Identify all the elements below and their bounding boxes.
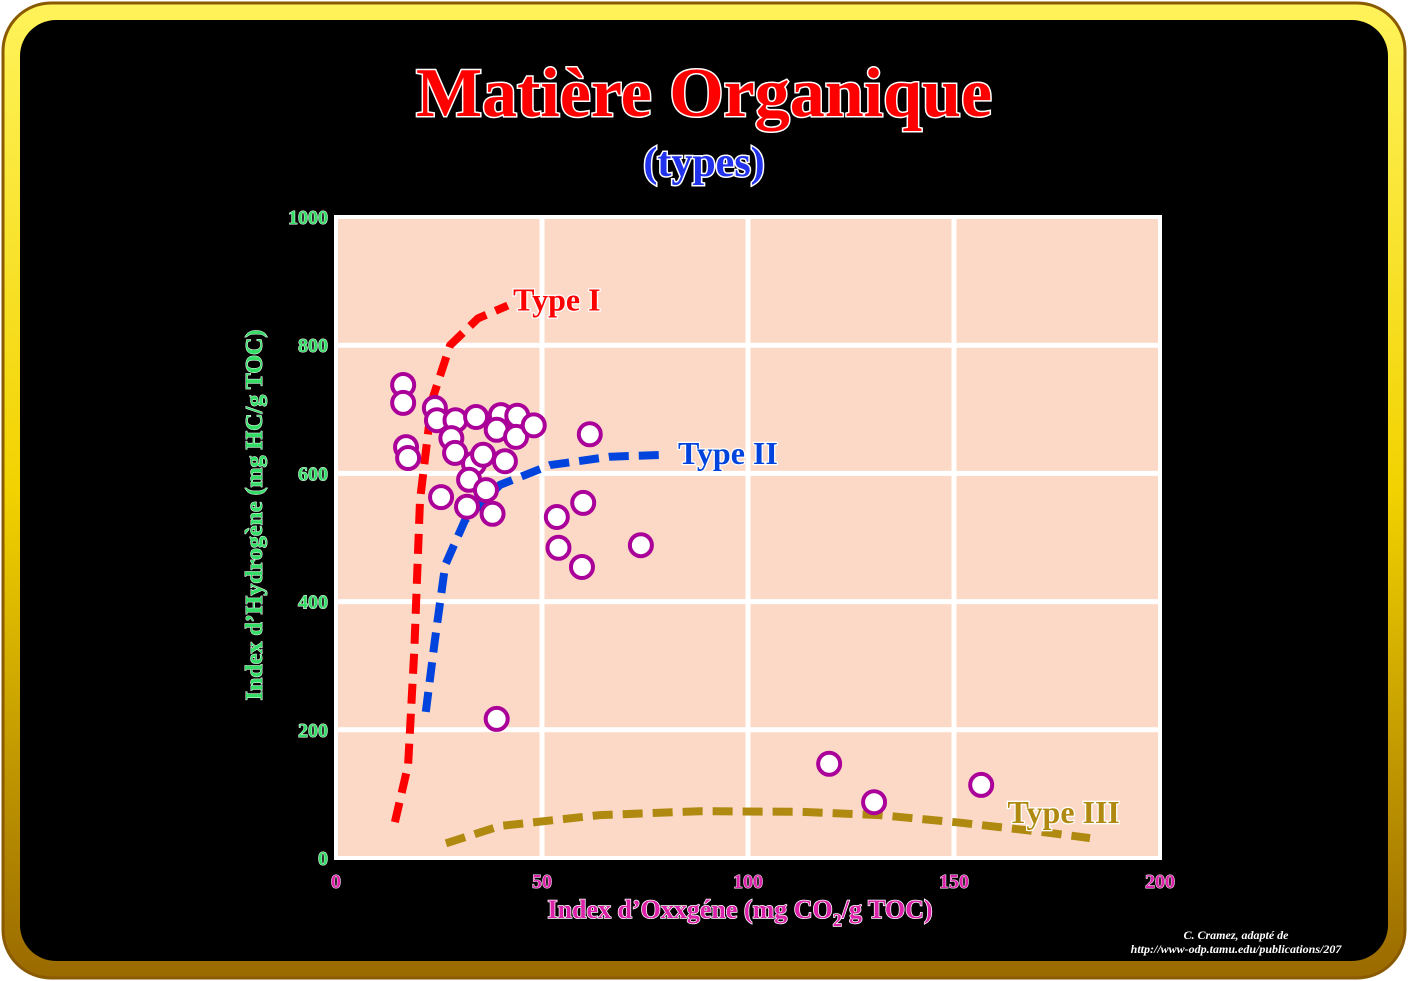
data-point (395, 445, 422, 472)
x-axis-label-main: Index d’Oxxgéne (mg CO (547, 895, 832, 924)
credit-line-2: http://www-odp.tamu.edu/publications/207 (1131, 942, 1343, 956)
data-point (627, 532, 654, 559)
y-tick-label: 600 (298, 463, 328, 485)
slide-subtitle: (types) (643, 140, 764, 186)
data-point (483, 705, 510, 732)
y-tick-label: 400 (298, 592, 328, 614)
data-point (479, 500, 506, 527)
curve-label: Type III (1008, 794, 1120, 830)
x-tick-label: 100 (733, 871, 763, 893)
y-tick-label: 0 (318, 848, 328, 870)
data-point (470, 441, 497, 468)
slide-title: Matière Organique (416, 55, 992, 132)
x-tick-label: 50 (532, 871, 552, 893)
data-point (454, 493, 481, 520)
x-axis-ticks: 0 50 100 150 200 (331, 871, 1176, 894)
x-axis-label: Index d’Oxxgéne (mg CO2/g TOC) (547, 895, 932, 930)
data-point (390, 389, 417, 416)
data-point (442, 439, 469, 466)
data-point (861, 789, 888, 816)
data-points (390, 371, 995, 816)
curve-label: Type II (678, 435, 778, 471)
data-point (491, 448, 518, 475)
data-point (503, 423, 530, 450)
data-point (520, 412, 547, 439)
data-point (568, 553, 595, 580)
data-point (472, 477, 499, 504)
credit-line-1: C. Cramez, adapté de (1184, 928, 1290, 942)
data-point (570, 489, 597, 516)
data-point (816, 750, 843, 777)
y-axis-ticks: 0 200 400 600 800 1000 (288, 207, 329, 871)
y-axis-label: Index d’Hydrogène (mg HC/g TOC) (242, 330, 268, 701)
data-point (545, 534, 572, 561)
x-axis-label-tail: /g TOC) (841, 895, 933, 924)
y-tick-label: 800 (298, 335, 328, 357)
data-point (968, 771, 995, 798)
data-point (463, 403, 490, 430)
data-point (576, 421, 603, 448)
x-tick-label: 0 (331, 871, 341, 893)
x-axis-label-sub: 2 (833, 910, 842, 930)
y-tick-label: 1000 (288, 207, 328, 229)
curve-labels: Type I Type II Type III (512, 280, 1121, 831)
curve-type-1 (391, 301, 510, 824)
curve-label: Type I (513, 281, 600, 317)
curve-type-3 (444, 807, 1091, 848)
data-point (543, 503, 570, 530)
data-point (428, 484, 455, 511)
grid-lines (336, 217, 1160, 858)
x-tick-label: 200 (1145, 871, 1175, 893)
y-tick-label: 200 (298, 720, 328, 742)
x-tick-label: 150 (939, 871, 969, 893)
